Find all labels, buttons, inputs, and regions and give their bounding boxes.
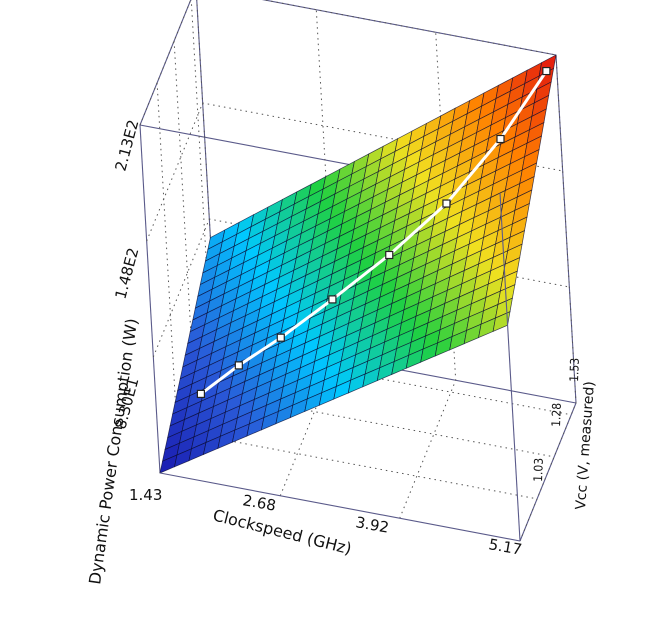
box-front-edge-0 (159, 472, 521, 542)
y-gridline-2 (190, 0, 572, 416)
box-edge-0 (139, 124, 161, 474)
y-tick-label-0: 1.03 (531, 458, 546, 483)
y-tick-label-2: 1.53 (567, 358, 582, 383)
x-tick-label-2: 3.92 (354, 513, 390, 537)
z-tick-label-1: 1.48E2 (111, 246, 142, 301)
surface-mesh (159, 54, 557, 474)
y-tick-label-1: 1.28 (549, 402, 564, 427)
box-edge-6 (555, 54, 577, 404)
x-gridline-3 (519, 54, 577, 542)
box-edge-1 (139, 0, 192, 126)
data-point-3 (328, 295, 337, 304)
y-axis-label: Vcc (V, measured) (573, 381, 598, 511)
data-point-4 (385, 250, 394, 260)
data-point-6 (496, 134, 505, 144)
surface-cell (492, 311, 511, 332)
chart-box-front (159, 192, 521, 542)
box-front-edge-1 (499, 192, 521, 542)
x-axis-label: Clockspeed (GHz) (211, 505, 354, 558)
x-tick-label-1: 2.68 (241, 491, 277, 515)
chart-box-back (139, 0, 577, 542)
data-point-1 (234, 361, 243, 370)
box-edge-2 (261, 0, 557, 56)
z-axis-label: Dynamic Power Consumption (W) (85, 317, 141, 586)
data-point-0 (196, 389, 206, 399)
z-tick-label-2: 2.13E2 (111, 118, 142, 173)
data-point-5 (442, 199, 451, 208)
data-point-2 (276, 333, 285, 342)
y-gridline-1 (173, 40, 555, 458)
x-tick-label-0: 1.43 (129, 486, 162, 504)
x-gridline-2 (399, 32, 457, 519)
z-gridline-2 (139, 0, 557, 126)
data-markers (196, 66, 551, 399)
data-path (199, 70, 548, 396)
data-point-7 (542, 66, 551, 76)
x-tick-label-3: 5.17 (487, 535, 523, 559)
y-gridline-0 (156, 82, 538, 500)
z-gridline-1 (146, 102, 563, 242)
box-edge-7 (519, 402, 577, 542)
